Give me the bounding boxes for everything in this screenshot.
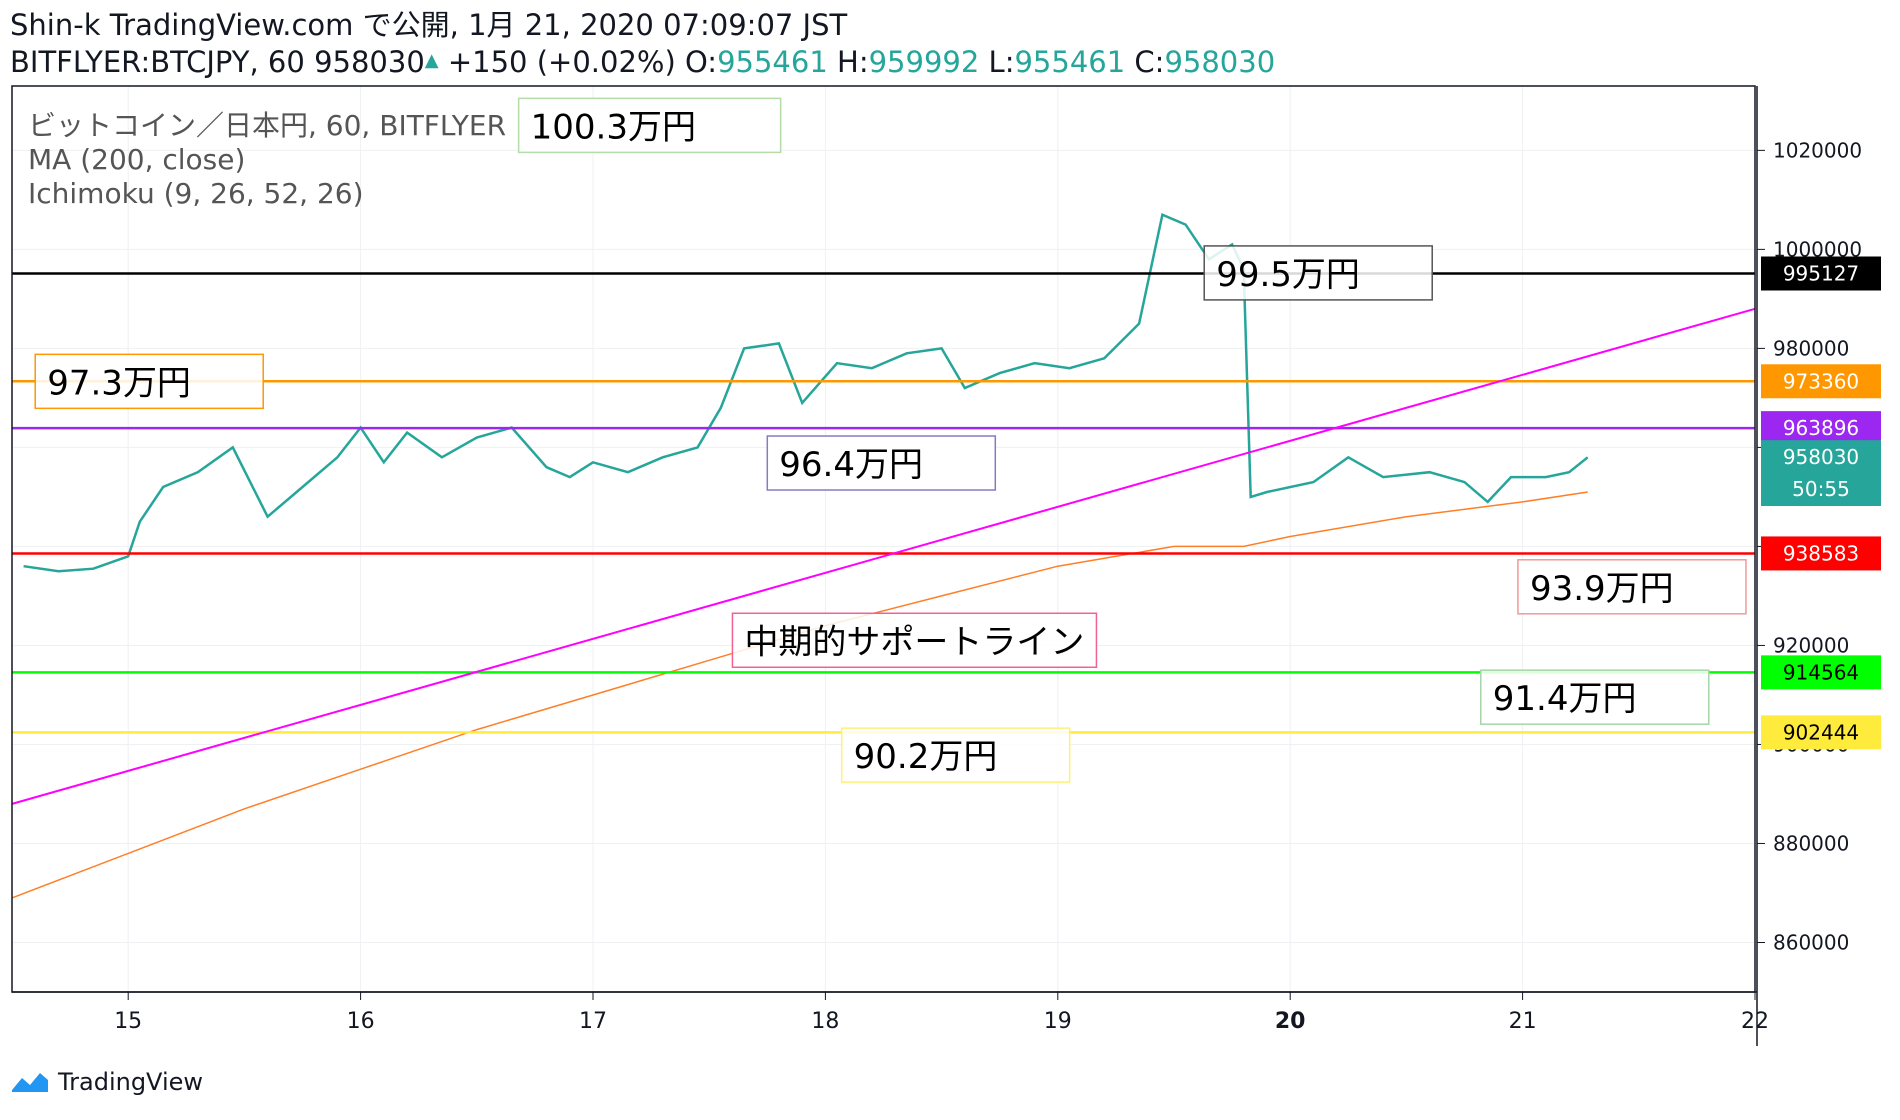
legend-line: Ichimoku (9, 26, 52, 26) [28,177,364,210]
price-axis-label: 920000 [1773,633,1849,657]
time-axis-label: 18 [811,1009,839,1034]
annotation-label: 97.3万円 [47,363,191,403]
low-label: L: [988,45,1015,79]
price-tag-label: 50:55 [1792,477,1850,501]
annotation-box [34,353,264,410]
price-tag-label: 902444 [1783,720,1859,744]
annotation-label: 96.4万円 [779,445,923,485]
annotation-box [1203,245,1433,301]
time-axis-label: 16 [347,1009,375,1034]
close-label: C: [1134,45,1165,79]
price-tag-label: 963896 [1783,416,1859,440]
high-value: 959992 [868,45,980,79]
annotation-box [1480,669,1710,725]
chart-header-published: Shin-k TradingView.com で公開, 1月 21, 2020 … [10,8,848,42]
support-trendline [11,307,1756,805]
tradingview-logo-icon [12,1073,48,1092]
annotation-label: 99.5万円 [1216,255,1360,295]
symbol-label: BITFLYER:BTCJPY, 60 [10,45,305,79]
tradingview-footer: TradingView [10,1068,203,1096]
annotation-label: 93.9万円 [1530,569,1674,609]
price-axis-label: 860000 [1773,930,1849,954]
legend-line: MA (200, close) [28,143,245,176]
price-tag [1761,256,1881,291]
ma200-line [11,491,1588,899]
last-price: 958030 [314,45,425,79]
time-axis-label: 20 [1275,1009,1306,1034]
price-tag [1761,440,1881,475]
price-tag [1761,364,1881,399]
price-tag [1761,411,1881,446]
price-tag-label: 914564 [1783,660,1859,684]
annotation-box [840,727,1071,783]
price-tag-label: 973360 [1783,369,1859,393]
price-tag [1761,655,1881,690]
price-tag-label: 938583 [1783,541,1859,565]
annotation-box [731,612,1098,669]
price-axis-label: 980000 [1773,336,1849,360]
time-axis-label: 15 [114,1009,142,1034]
chart-header-ohlc: BITFLYER:BTCJPY, 60 958030▲ +150 (+0.02%… [10,44,1275,79]
time-axis-label: 22 [1741,1009,1769,1034]
price-tag-label: 995127 [1783,262,1859,286]
price-tag [1761,471,1881,506]
plot-area [12,86,1755,992]
low-value: 955461 [1014,45,1126,79]
annotation-box [1517,559,1747,615]
price-tag-label: 958030 [1783,445,1859,469]
open-value: 955461 [717,45,828,79]
annotation-label: 91.4万円 [1493,679,1637,719]
up-arrow-icon: ▲ [424,50,439,71]
price-axis-label: 880000 [1773,831,1849,855]
price-series-line [23,212,1589,573]
legend-line: ビットコイン／日本円, 60, BITFLYER [28,109,506,142]
annotation-label: 100.3万円 [531,107,696,147]
price-axis-label: 1020000 [1773,138,1862,162]
price-tag [1761,715,1881,750]
price-tag [1761,536,1881,571]
annotation-label: 90.2万円 [854,737,998,777]
annotation-box [766,435,997,491]
annotation-label: 中期的サポートライン [744,622,1084,662]
annotation-box [517,97,782,154]
price-change: +150 (+0.02%) [447,45,676,79]
time-axis-label: 21 [1509,1009,1537,1034]
price-chart[interactable]: 100.3万円 99.5万円 97.3万円 96.4万円 93.9万円中期的サポートライ… [0,0,1900,1060]
tradingview-brand: TradingView [58,1068,204,1096]
high-label: H: [837,45,869,79]
time-axis-label: 17 [579,1009,607,1034]
open-label: O: [684,45,718,79]
time-axis-label: 19 [1044,1009,1072,1034]
close-value: 958030 [1164,45,1276,79]
